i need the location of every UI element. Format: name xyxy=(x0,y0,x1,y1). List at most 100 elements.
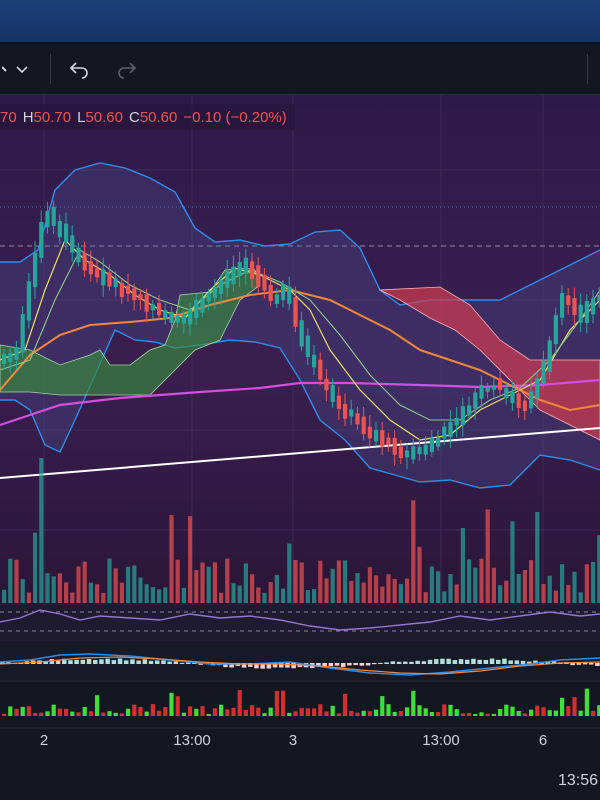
volume-bar xyxy=(597,535,600,603)
oscillator-bar xyxy=(144,711,149,716)
macd-bar xyxy=(514,660,520,664)
candle-body xyxy=(175,315,180,323)
candle-body xyxy=(510,392,515,404)
price-chart[interactable] xyxy=(0,95,600,800)
macd-bar xyxy=(465,659,470,664)
macd-bar xyxy=(415,660,420,664)
oscillator-bar xyxy=(566,706,571,716)
candle-body xyxy=(374,429,379,442)
macd-bar xyxy=(483,659,489,664)
oscillator-bar xyxy=(529,709,534,716)
candle-body xyxy=(188,309,193,325)
chart-style-dropdown[interactable] xyxy=(0,56,36,82)
candle-body xyxy=(498,378,503,390)
volume-bar xyxy=(572,571,577,603)
candle-body xyxy=(467,405,472,416)
volume-bar xyxy=(181,587,186,603)
oscillator-bar xyxy=(330,705,335,716)
candle-body xyxy=(448,421,453,437)
volume-bar xyxy=(194,570,199,603)
candle-body xyxy=(535,378,540,398)
macd-bar xyxy=(111,660,117,664)
macd-bar xyxy=(427,659,433,664)
volume-bar xyxy=(355,573,360,603)
oscillator-bar xyxy=(14,708,19,716)
candle-body xyxy=(212,287,217,298)
volume-bar xyxy=(157,589,162,603)
toolbar-divider xyxy=(50,54,51,84)
macd-bar xyxy=(99,659,104,664)
candle-body xyxy=(101,269,106,286)
candle-body xyxy=(262,274,267,291)
redo-button[interactable] xyxy=(112,56,142,82)
macd-bar xyxy=(279,663,284,668)
chart-toolbar xyxy=(0,44,600,95)
oscillator-bar xyxy=(82,706,87,716)
volume-bar xyxy=(144,584,149,603)
volume-bar xyxy=(436,571,441,603)
oscillator-bar xyxy=(367,711,372,716)
candle-body xyxy=(82,253,87,271)
oscillator-bar xyxy=(57,708,62,716)
oscillator-bar xyxy=(405,707,410,716)
volume-bar xyxy=(417,546,422,603)
oscillator-bar xyxy=(460,713,465,716)
candle-body xyxy=(591,298,596,315)
candle-body xyxy=(8,352,13,363)
volume-bar xyxy=(243,563,248,603)
candle-body xyxy=(560,293,565,318)
macd-bar xyxy=(545,661,551,664)
legend-open-value: 70 xyxy=(0,108,17,126)
oscillator-bar xyxy=(473,713,478,716)
candle-body xyxy=(541,360,546,384)
oscillator-bar xyxy=(188,706,193,716)
volume-bar xyxy=(169,515,174,603)
candle-body xyxy=(392,438,397,455)
volume-bar xyxy=(498,585,503,603)
volume-bar xyxy=(367,567,372,603)
volume-bar xyxy=(473,567,478,603)
volume-bar xyxy=(126,566,131,603)
oscillator-bar xyxy=(237,690,242,716)
volume-bar xyxy=(33,532,38,603)
legend-close-value: 50.60 xyxy=(139,108,178,126)
macd-bar xyxy=(508,660,513,664)
candle-body xyxy=(423,444,428,455)
candle-body xyxy=(473,392,478,409)
candle-body xyxy=(107,272,112,287)
volume-bar xyxy=(274,574,279,603)
volume-bar xyxy=(57,573,62,603)
macd-bar xyxy=(527,661,532,664)
volume-bars xyxy=(2,458,600,603)
volume-bar xyxy=(175,559,180,603)
candle-body xyxy=(33,252,38,288)
candle-body xyxy=(442,426,447,439)
candle-body xyxy=(454,417,459,426)
oscillator-bar xyxy=(386,704,391,716)
oscillator-bar xyxy=(553,710,558,716)
volume-bar xyxy=(324,578,329,603)
macd-bar xyxy=(365,663,371,666)
oscillator-bar xyxy=(169,692,174,716)
volume-bar xyxy=(374,575,379,603)
oscillator-bar xyxy=(597,705,600,716)
macd-bar xyxy=(477,659,482,664)
macd-line xyxy=(0,653,600,676)
candle-body xyxy=(274,294,279,304)
macd-bar xyxy=(446,658,451,664)
volume-bar xyxy=(8,558,13,603)
candle-body xyxy=(26,281,31,321)
macd-bar xyxy=(421,661,427,664)
oscillator-bar xyxy=(274,690,279,716)
rsi-pane-bg xyxy=(0,605,600,641)
candlestick-series xyxy=(2,200,600,470)
volume-bar xyxy=(150,587,155,603)
oscillator-bar xyxy=(194,708,199,716)
oscillator-bar xyxy=(33,712,38,716)
legend-low-value: 50.60 xyxy=(85,108,123,126)
volume-bar xyxy=(64,582,69,603)
time-axis[interactable]: 2 13:00 3 13:00 6 xyxy=(0,728,600,752)
candle-body xyxy=(318,359,323,380)
undo-button[interactable] xyxy=(64,56,94,82)
oscillator-bar xyxy=(423,708,428,716)
